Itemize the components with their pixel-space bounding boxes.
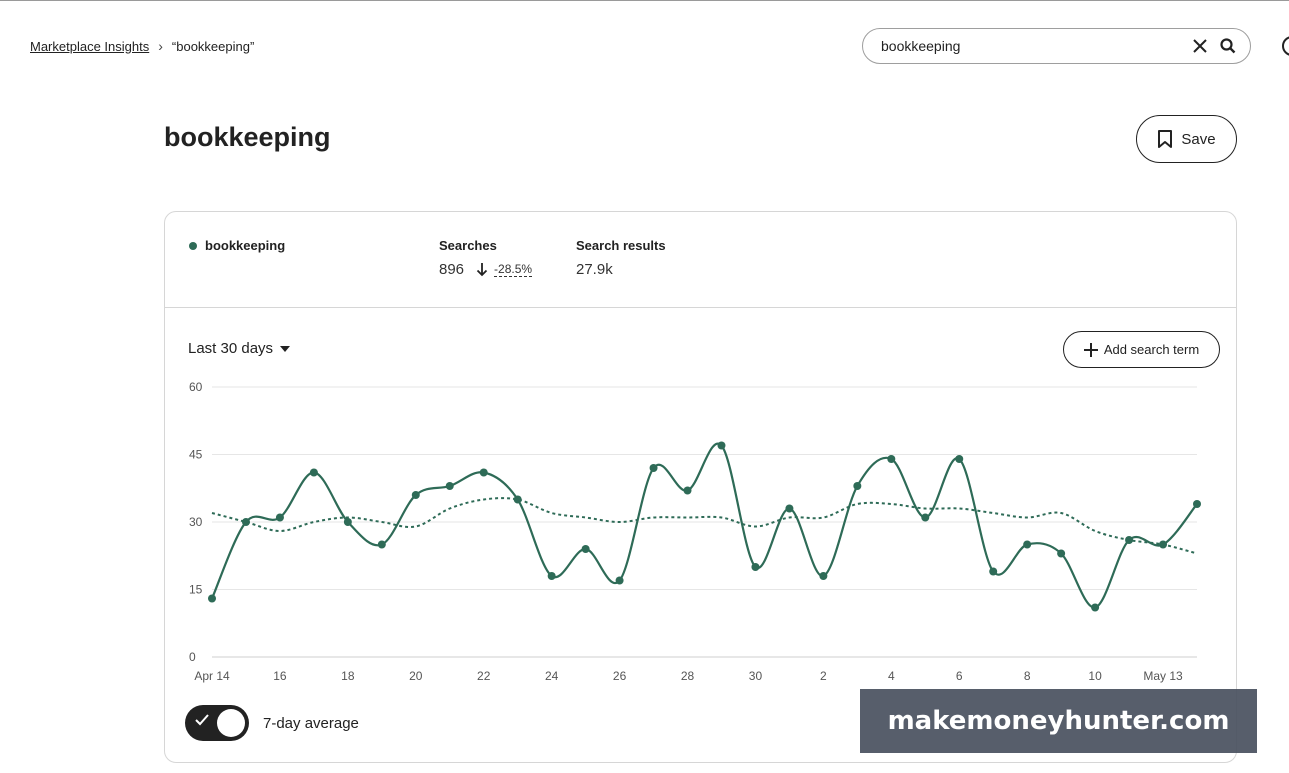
toggle-knob: [217, 709, 245, 737]
y-tick-label: 30: [189, 515, 203, 529]
x-tick-label: 26: [613, 669, 627, 683]
y-tick-label: 15: [189, 583, 203, 597]
chevron-right-icon: ›: [158, 38, 163, 54]
average-toggle-row: 7-day average: [185, 705, 359, 741]
results-stat: Search results 27.9k: [576, 238, 666, 278]
add-search-term-button[interactable]: Add search term: [1063, 331, 1220, 368]
series-legend: bookkeeping: [189, 238, 285, 253]
data-point: [1091, 603, 1100, 612]
seven-day-average-toggle[interactable]: [185, 705, 249, 741]
data-point: [989, 567, 998, 576]
results-label: Search results: [576, 238, 666, 253]
results-value: 27.9k: [576, 261, 613, 278]
period-label: Last 30 days: [188, 340, 274, 357]
close-icon[interactable]: [1186, 32, 1214, 60]
caret-down-icon: [280, 345, 291, 352]
data-point: [615, 576, 624, 585]
x-tick-label: 28: [681, 669, 695, 683]
check-icon: [195, 714, 209, 726]
series-dot: [189, 241, 197, 250]
x-tick-label: 20: [409, 669, 423, 683]
search-input[interactable]: [881, 38, 1186, 54]
y-tick-label: 60: [189, 380, 203, 394]
series-term: bookkeeping: [205, 238, 286, 253]
x-tick-label: 10: [1088, 669, 1102, 683]
data-point: [479, 468, 488, 477]
data-point: [581, 545, 590, 553]
data-point: [1193, 500, 1201, 508]
data-point: [887, 455, 896, 463]
data-point: [1023, 540, 1032, 549]
data-point: [208, 594, 216, 603]
x-tick-label: 30: [749, 669, 763, 683]
data-point: [275, 513, 284, 522]
x-tick-label: 6: [956, 669, 963, 683]
search-bar: [862, 28, 1251, 64]
x-tick-label: Apr 14: [194, 669, 230, 683]
plus-icon: [1083, 342, 1098, 357]
stats-header: bookkeeping Searches 896 -28.5% Search r…: [165, 212, 1236, 308]
x-tick-label: 8: [1024, 669, 1031, 683]
data-point: [377, 540, 386, 549]
arrow-down-icon: [476, 263, 488, 277]
data-point: [309, 468, 318, 477]
search-icon[interactable]: [1214, 32, 1242, 60]
data-point: [1057, 549, 1066, 558]
add-search-term-label: Add search term: [1103, 342, 1200, 357]
data-point: [411, 491, 420, 499]
account-icon[interactable]: [1282, 36, 1289, 56]
bookmark-icon: [1158, 130, 1173, 148]
save-button[interactable]: Save: [1136, 115, 1237, 163]
top-border: [0, 0, 1289, 1]
breadcrumb-current: “bookkeeping”: [171, 38, 255, 54]
x-tick-label: 4: [888, 669, 895, 683]
searches-series-line: [210, 442, 1198, 609]
data-point: [853, 482, 862, 490]
x-tick-label: 18: [341, 669, 355, 683]
data-point: [751, 563, 760, 571]
save-button-label: Save: [1181, 130, 1216, 148]
x-tick-label: 2: [820, 669, 827, 683]
y-tick-label: 0: [189, 650, 196, 664]
data-point: [683, 486, 692, 495]
page-title: bookkeeping: [164, 122, 331, 152]
data-point: [547, 572, 556, 580]
data-point: [717, 441, 726, 450]
searches-change[interactable]: -28.5%: [494, 262, 533, 277]
y-tick-label: 45: [189, 448, 203, 462]
data-point: [921, 513, 930, 522]
data-point: [1125, 536, 1134, 544]
searches-stat: Searches 896 -28.5%: [439, 238, 533, 278]
x-tick-label: 24: [545, 669, 559, 683]
breadcrumb: Marketplace Insights › “bookkeeping”: [30, 38, 254, 54]
data-point: [1159, 540, 1168, 549]
data-point: [649, 464, 658, 472]
watermark: makemoneyhunter.com: [860, 689, 1257, 753]
toggle-label: 7-day average: [263, 714, 359, 732]
data-point: [513, 495, 522, 504]
searches-label: Searches: [439, 238, 497, 253]
searches-value: 896: [439, 261, 465, 278]
data-point: [343, 518, 352, 526]
data-point: [955, 455, 964, 463]
insights-card: bookkeeping Searches 896 -28.5% Search r…: [164, 211, 1237, 763]
x-tick-label: 22: [477, 669, 491, 683]
data-point: [819, 572, 828, 580]
x-tick-label: 16: [273, 669, 287, 683]
data-point: [785, 504, 794, 513]
period-dropdown[interactable]: Last 30 days: [188, 340, 291, 357]
data-point: [241, 518, 250, 526]
watermark-text: makemoneyhunter.com: [887, 706, 1230, 736]
breadcrumb-marketplace-insights-link[interactable]: Marketplace Insights: [30, 38, 150, 54]
data-point: [445, 482, 454, 490]
x-tick-label: May 13: [1143, 669, 1183, 683]
